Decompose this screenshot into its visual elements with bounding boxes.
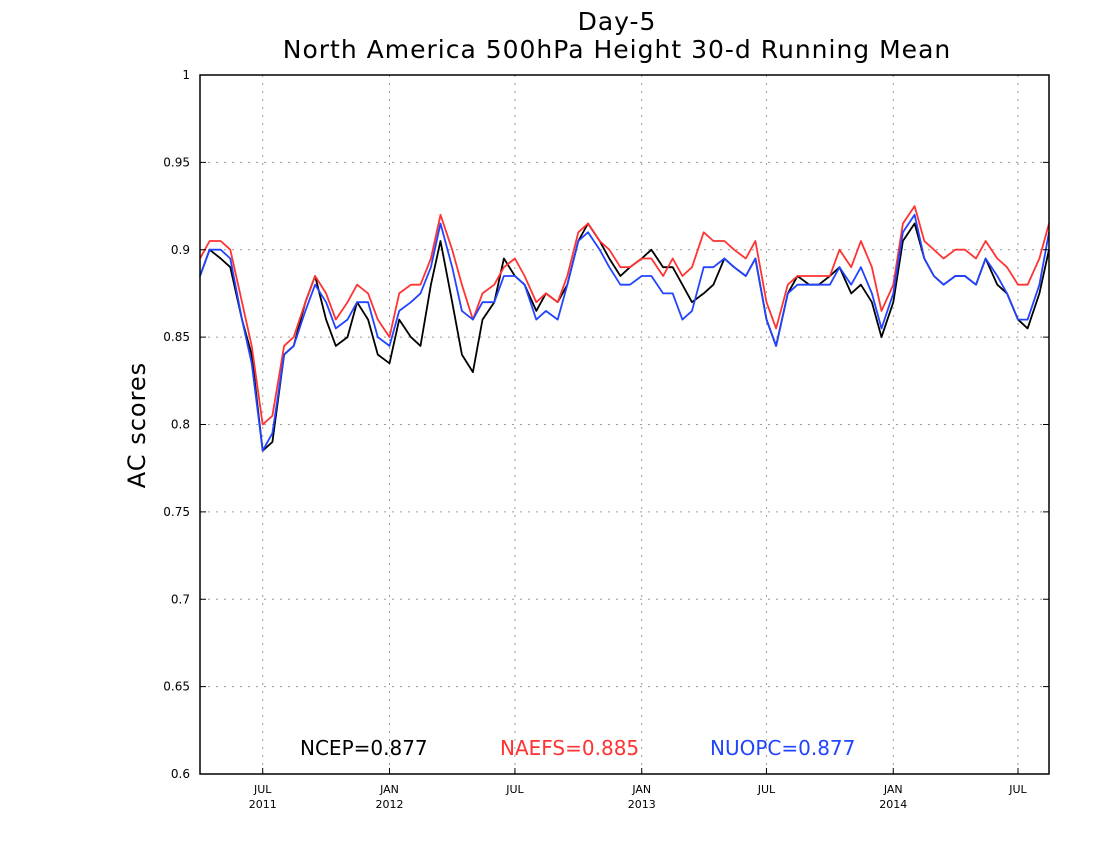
y-tick-label: 0.85 [163,330,190,344]
y-tick-label: 0.95 [163,155,190,169]
chart-subtitle: North America 500hPa Height 30-d Running… [283,35,951,64]
x-axis: JUL 2011 JAN 2012 JUL JAN 2013 JUL JAN 2014 JUL [249,768,1028,811]
y-tick-label: 0.8 [171,418,190,432]
series-line-naefs [199,205,1050,426]
grid [200,75,1049,774]
legend-entry: NAEFS=0.885 [500,736,639,760]
series-line-ncep [199,222,1050,452]
x-tick-label: JUL [505,783,524,796]
x-tick-year: 2012 [376,798,404,811]
x-tick-label: JAN [631,783,651,796]
legend: NCEP=0.877 NAEFS=0.885 NUOPC=0.877 [300,736,855,760]
x-tick-label: JUL [1008,783,1027,796]
y-tick-label: 0.75 [163,505,190,519]
y-tick-label: 0.65 [163,680,190,694]
x-tick-label: JAN [883,783,903,796]
y-axis-label: AC scores [123,362,151,488]
x-tick-year: 2013 [628,798,656,811]
y-tick-label: 0.9 [171,243,190,257]
y-tick-label: 0.6 [171,767,190,781]
legend-entry: NUOPC=0.877 [710,736,855,760]
x-tick-year: 2011 [249,798,277,811]
x-tick-label: JAN [379,783,399,796]
y-axis: 0.6 0.65 0.7 0.75 0.8 0.85 0.9 0.95 1 [163,68,1049,781]
x-tick-label: JUL [757,783,776,796]
legend-entry: NCEP=0.877 [300,736,428,760]
y-tick-label: 1 [182,68,190,82]
series-line-nuopc [199,213,1050,452]
chart-title: Day-5 [578,7,657,36]
x-tick-label: JUL [253,783,272,796]
series-layer [199,205,1050,452]
x-tick-year: 2014 [879,798,907,811]
y-tick-label: 0.7 [171,592,190,606]
